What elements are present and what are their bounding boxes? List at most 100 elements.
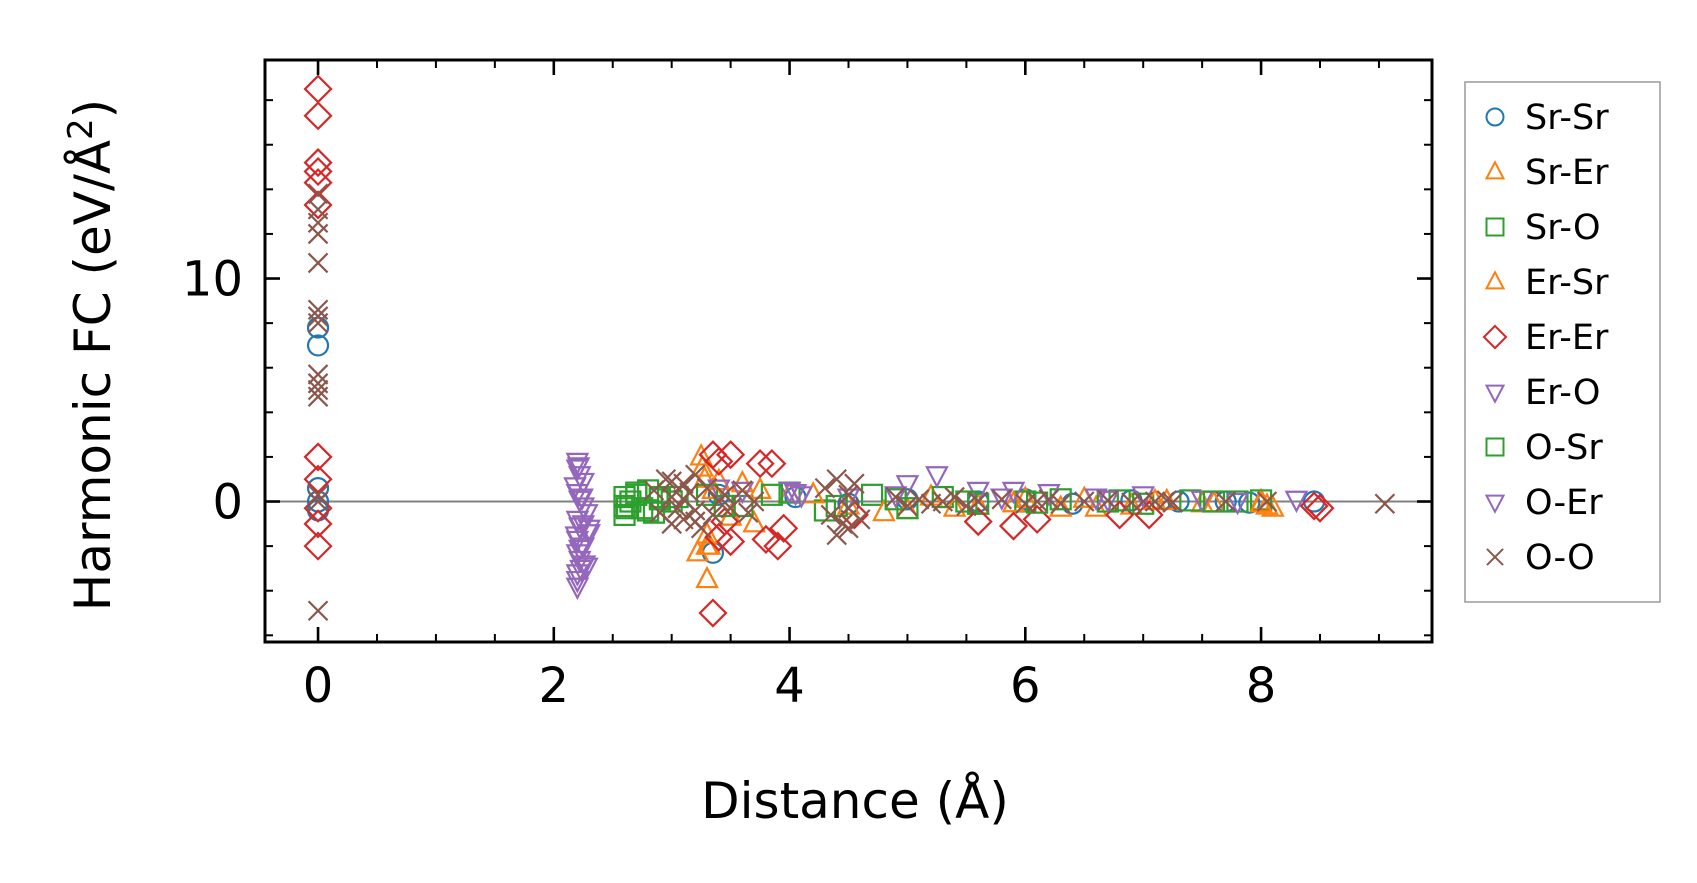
data-point-er-er	[757, 449, 787, 479]
data-point-sr-o	[860, 483, 884, 506]
data-point-er-o	[895, 475, 920, 498]
data-point-o-o	[1097, 490, 1119, 511]
data-point-sr-o	[1014, 490, 1037, 513]
data-point-o-er	[1225, 492, 1250, 516]
data-point-o-o	[932, 491, 954, 512]
data-point-er-o	[571, 515, 596, 538]
data-point-o-o	[696, 477, 718, 499]
data-point-er-sr	[690, 454, 715, 477]
x-tick-label: 4	[774, 658, 805, 714]
data-point-o-o	[684, 464, 706, 486]
data-point-sr-sr	[1214, 490, 1237, 513]
data-point-er-er	[998, 511, 1029, 541]
data-point-o-o	[307, 484, 329, 506]
data-point-sr-er	[695, 521, 719, 544]
data-point-sr-er	[695, 565, 719, 589]
y-axis-label: Harmonic FC (eV/Å2)	[61, 99, 122, 611]
data-point-er-sr	[1001, 489, 1026, 513]
y-axis-label-main: Harmonic FC (eV/Å	[64, 140, 122, 611]
data-point-o-o	[307, 223, 329, 245]
data-point-er-o	[789, 486, 814, 509]
data-point-er-er	[704, 446, 734, 476]
data-point-o-o	[1215, 491, 1236, 512]
data-point-o-o	[307, 386, 329, 407]
data-point-o-o	[844, 473, 865, 494]
legend-entry-er-sr: Er-Sr	[1484, 263, 1609, 303]
data-point-o-er	[989, 488, 1014, 511]
legend-marker-o-o	[1486, 548, 1504, 566]
data-point-o-o	[720, 497, 741, 519]
legend-entry-er-o: Er-O	[1484, 373, 1600, 413]
data-point-o-o	[1156, 490, 1178, 511]
data-point-sr-o	[1179, 489, 1202, 512]
data-point-o-o	[956, 495, 977, 517]
data-point-o-o	[307, 600, 329, 622]
data-point-er-o	[574, 504, 599, 527]
data-point-o-o	[673, 489, 694, 510]
legend-label: Er-Sr	[1525, 263, 1609, 303]
data-point-er-er	[303, 531, 333, 561]
legend-marker-er-o	[1484, 384, 1506, 404]
legend: Sr-Sr Sr-Er Sr-O Er-Sr Er-Er Er-O O-Sr O-Er O-O	[1464, 81, 1661, 603]
series-er-er	[303, 74, 1335, 628]
data-point-sr-o	[613, 503, 636, 526]
legend-label: Sr-O	[1525, 208, 1601, 248]
data-point-er-er	[303, 509, 333, 539]
data-point-o-o	[1073, 491, 1095, 512]
data-point-sr-er	[685, 538, 710, 562]
data-point-er-er	[745, 449, 775, 479]
data-point-er-er	[303, 442, 333, 472]
series-o-o	[307, 183, 1396, 622]
data-point-o-er	[564, 526, 589, 549]
data-point-o-o	[908, 489, 930, 510]
data-point-sr-sr	[306, 334, 330, 357]
data-point-o-o	[714, 484, 736, 506]
data-point-o-o	[850, 509, 871, 530]
data-point-o-o	[838, 517, 859, 539]
data-point-sr-er	[742, 509, 767, 533]
legend-entry-sr-sr: Sr-Sr	[1485, 98, 1609, 138]
data-point-er-er	[716, 527, 746, 557]
data-point-o-o	[1162, 492, 1183, 513]
data-point-o-er	[1096, 490, 1120, 514]
data-point-o-er	[570, 488, 594, 511]
data-point-o-er	[566, 457, 591, 480]
data-point-sr-sr	[306, 477, 330, 500]
data-point-o-o	[991, 489, 1013, 510]
legend-marker-o-sr	[1485, 437, 1505, 457]
data-point-er-er	[963, 507, 993, 537]
data-points-layer	[303, 74, 1396, 628]
legend-entry-sr-o: Sr-O	[1485, 208, 1601, 248]
data-point-o-o	[1374, 493, 1396, 515]
legend-entry-sr-er: Sr-Er	[1484, 153, 1609, 193]
data-point-o-o	[307, 212, 329, 234]
data-point-er-o	[565, 577, 590, 601]
data-point-er-sr	[748, 476, 772, 499]
x-tick-label: 0	[303, 658, 334, 714]
data-point-o-o	[307, 306, 329, 327]
data-point-sr-er	[689, 443, 713, 466]
data-point-o-o	[1038, 489, 1060, 510]
legend-entry-o-o: O-O	[1486, 538, 1595, 578]
data-point-er-er	[1299, 491, 1329, 521]
data-point-er-er	[769, 513, 799, 543]
data-point-er-o	[571, 537, 596, 560]
legend-entry-o-sr: O-Sr	[1485, 428, 1603, 468]
legend-label: Sr-Er	[1525, 153, 1609, 193]
data-point-o-sr	[625, 481, 648, 504]
legend-marker-er-er	[1482, 324, 1508, 350]
data-point-er-o	[1284, 490, 1309, 514]
data-point-o-o	[307, 312, 329, 334]
data-point-o-o	[661, 513, 682, 535]
series-sr-sr	[306, 316, 1326, 564]
data-point-o-o	[820, 504, 842, 526]
data-point-o-er	[783, 483, 808, 507]
data-point-o-o	[307, 364, 329, 385]
data-point-er-sr	[942, 494, 967, 517]
data-point-er-er	[303, 74, 333, 104]
data-point-er-er	[704, 522, 734, 552]
data-point-o-sr	[955, 490, 978, 513]
legend-label: O-Er	[1525, 483, 1603, 523]
data-point-o-er	[569, 559, 593, 583]
